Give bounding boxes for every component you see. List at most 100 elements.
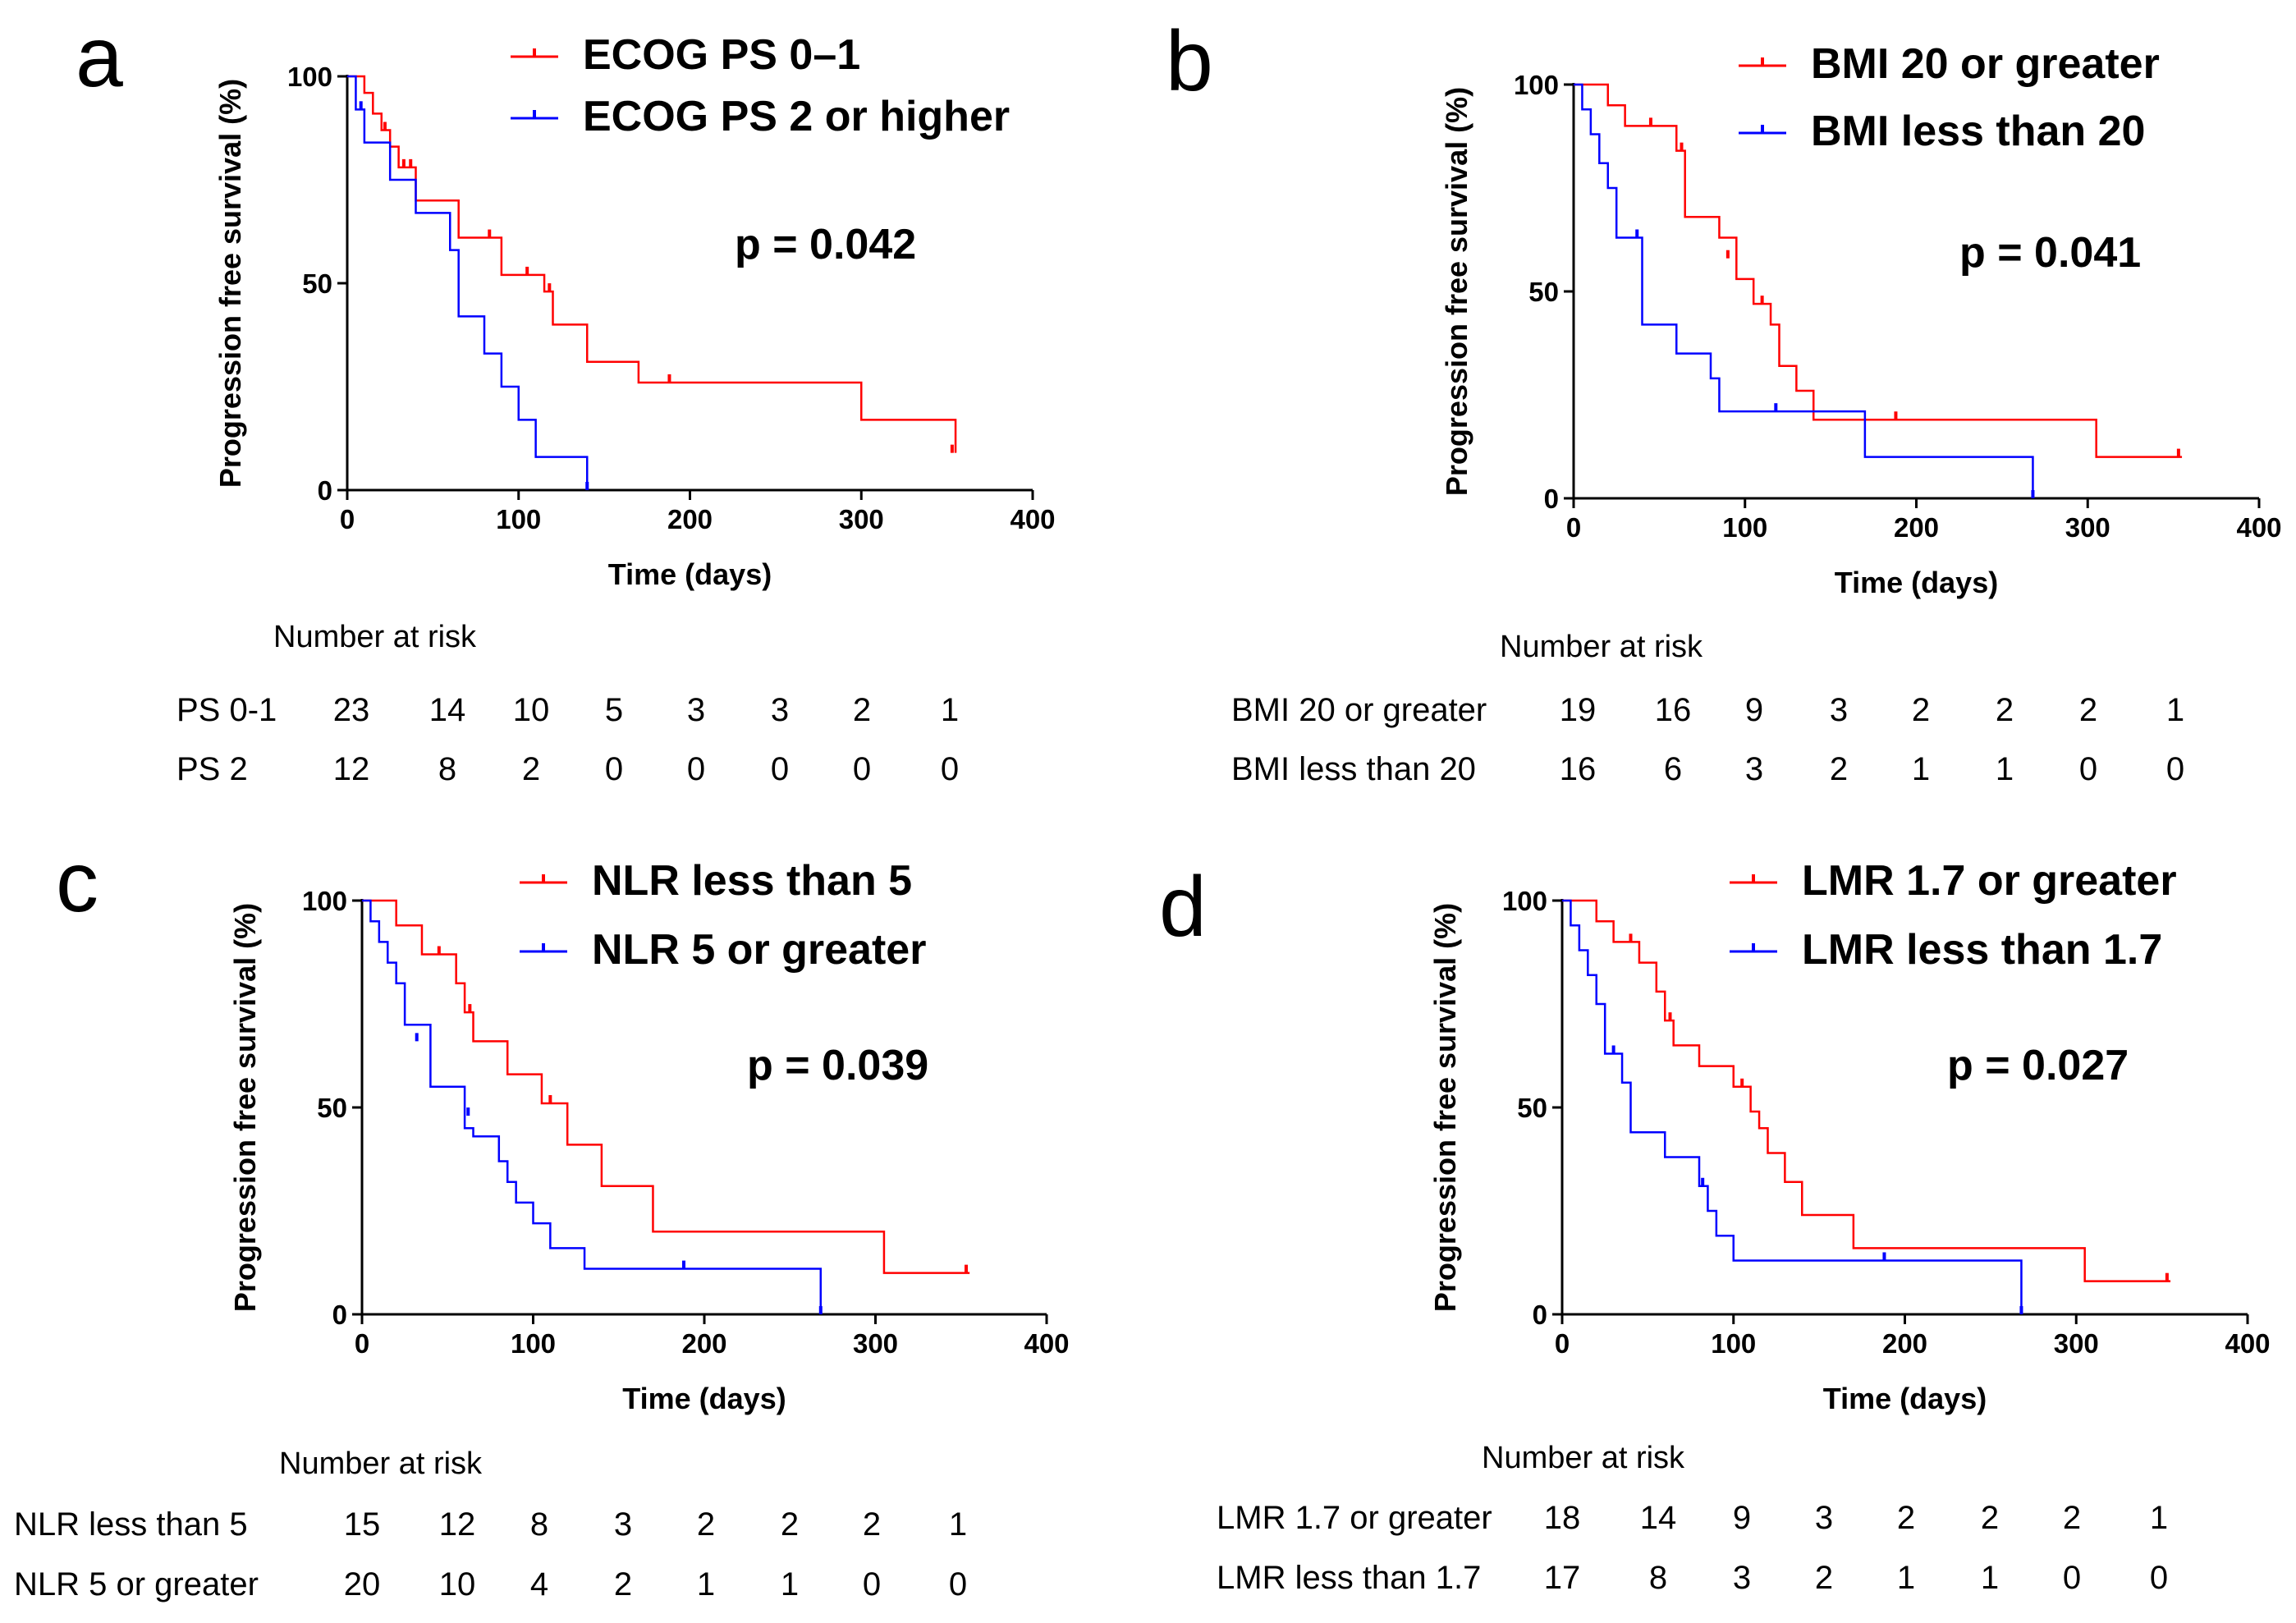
risk-value: 0 — [949, 1566, 967, 1602]
x-tick-label: 400 — [1024, 1328, 1069, 1359]
x-tick-label: 400 — [2236, 512, 2281, 543]
legend-label: NLR less than 5 — [592, 857, 912, 905]
x-tick-label: 100 — [1722, 512, 1767, 543]
risk-row-label: LMR less than 1.7 — [1217, 1560, 1481, 1596]
risk-value: 12 — [439, 1506, 476, 1543]
y-tick-label: 100 — [302, 886, 347, 916]
risk-value: 16 — [1560, 751, 1597, 787]
risk-value: 6 — [1664, 751, 1682, 787]
risk-value: 23 — [333, 692, 370, 728]
risk-value: 18 — [1544, 1500, 1581, 1536]
legend-label: LMR 1.7 or greater — [1802, 857, 2177, 905]
risk-value: 0 — [605, 751, 623, 787]
p-value: p = 0.041 — [1959, 229, 2141, 277]
x-tick-label: 0 — [340, 504, 355, 534]
x-tick-label: 400 — [2225, 1328, 2270, 1359]
x-tick-label: 200 — [1894, 512, 1939, 543]
risk-value: 1 — [697, 1566, 715, 1602]
risk-value: 8 — [438, 751, 456, 787]
km-curve-series-2 — [362, 899, 823, 1314]
x-tick-label: 300 — [839, 504, 884, 534]
risk-value: 10 — [439, 1566, 476, 1602]
risk-row-label: NLR 5 or greater — [14, 1566, 259, 1602]
risk-value: 0 — [687, 751, 705, 787]
p-value: p = 0.039 — [747, 1042, 928, 1089]
x-tick-label: 400 — [1010, 504, 1055, 534]
risk-value: 1 — [1897, 1560, 1915, 1596]
legend-label: LMR less than 1.7 — [1802, 926, 2162, 974]
risk-value: 2 — [1830, 751, 1848, 787]
risk-value: 15 — [344, 1506, 381, 1543]
risk-value: 1 — [941, 692, 959, 728]
panel-letter: b — [1166, 14, 1213, 109]
risk-value: 0 — [2079, 751, 2097, 787]
legend-label: BMI 20 or greater — [1811, 40, 2160, 88]
risk-value: 3 — [1830, 692, 1848, 728]
panel-letter: d — [1159, 860, 1207, 955]
legend-label: NLR 5 or greater — [592, 926, 926, 974]
risk-value: 16 — [1655, 692, 1692, 728]
x-axis-title: Time (days) — [1823, 1382, 1987, 1415]
y-tick-label: 100 — [1514, 70, 1559, 100]
risk-value: 14 — [429, 692, 466, 728]
y-tick-label: 50 — [1517, 1093, 1547, 1123]
x-tick-label: 200 — [667, 504, 713, 534]
risk-value: 9 — [1745, 692, 1763, 728]
x-tick-label: 100 — [511, 1328, 556, 1359]
risk-value: 8 — [1649, 1560, 1667, 1596]
risk-value: 2 — [2079, 692, 2097, 728]
risk-table-title: Number at risk — [279, 1446, 483, 1481]
risk-value: 2 — [863, 1506, 881, 1543]
risk-value: 0 — [941, 751, 959, 787]
y-axis-title: Progression free survival (%) — [213, 79, 247, 488]
risk-value: 8 — [530, 1506, 548, 1543]
risk-value: 1 — [1981, 1560, 1999, 1596]
risk-value: 3 — [1815, 1500, 1833, 1536]
km-curve-series-1 — [1574, 83, 2183, 458]
risk-value: 1 — [2166, 692, 2184, 728]
risk-value: 20 — [344, 1566, 381, 1602]
risk-value: 2 — [853, 692, 871, 728]
risk-value: 0 — [2166, 751, 2184, 787]
risk-value: 14 — [1640, 1500, 1677, 1536]
risk-value: 10 — [513, 692, 550, 728]
x-tick-label: 300 — [853, 1328, 898, 1359]
risk-value: 1 — [1912, 751, 1930, 787]
y-tick-label: 100 — [287, 62, 332, 92]
x-tick-label: 0 — [1566, 512, 1581, 543]
risk-row-label: BMI 20 or greater — [1231, 692, 1487, 728]
risk-value: 2 — [614, 1566, 632, 1602]
risk-value: 5 — [605, 692, 623, 728]
y-axis-title: Progression free survival (%) — [228, 903, 262, 1312]
risk-value: 1 — [781, 1566, 799, 1602]
x-tick-label: 300 — [2065, 512, 2110, 543]
risk-value: 2 — [1912, 692, 1930, 728]
risk-value: 3 — [687, 692, 705, 728]
risk-value: 1 — [949, 1506, 967, 1543]
legend-label: BMI less than 20 — [1811, 108, 2145, 155]
risk-value: 0 — [2150, 1560, 2168, 1596]
risk-value: 2 — [697, 1506, 715, 1543]
x-tick-label: 300 — [2054, 1328, 2099, 1359]
x-tick-label: 0 — [355, 1328, 369, 1359]
risk-value: 4 — [530, 1566, 548, 1602]
risk-value: 2 — [1981, 1500, 1999, 1536]
panel-letter: c — [56, 835, 99, 930]
risk-row-label: PS 2 — [176, 751, 248, 787]
risk-value: 19 — [1560, 692, 1597, 728]
risk-value: 3 — [614, 1506, 632, 1543]
panel-letter: a — [76, 10, 123, 105]
y-tick-label: 50 — [302, 268, 332, 299]
y-tick-label: 0 — [1544, 484, 1559, 514]
y-tick-label: 0 — [1533, 1300, 1547, 1330]
risk-value: 2 — [522, 751, 540, 787]
p-value: p = 0.042 — [735, 221, 916, 268]
risk-value: 3 — [1733, 1560, 1751, 1596]
x-tick-label: 200 — [1882, 1328, 1927, 1359]
risk-row-label: PS 0-1 — [176, 692, 277, 728]
y-axis-title: Progression free survival (%) — [1440, 87, 1473, 496]
risk-value: 1 — [2150, 1500, 2168, 1536]
